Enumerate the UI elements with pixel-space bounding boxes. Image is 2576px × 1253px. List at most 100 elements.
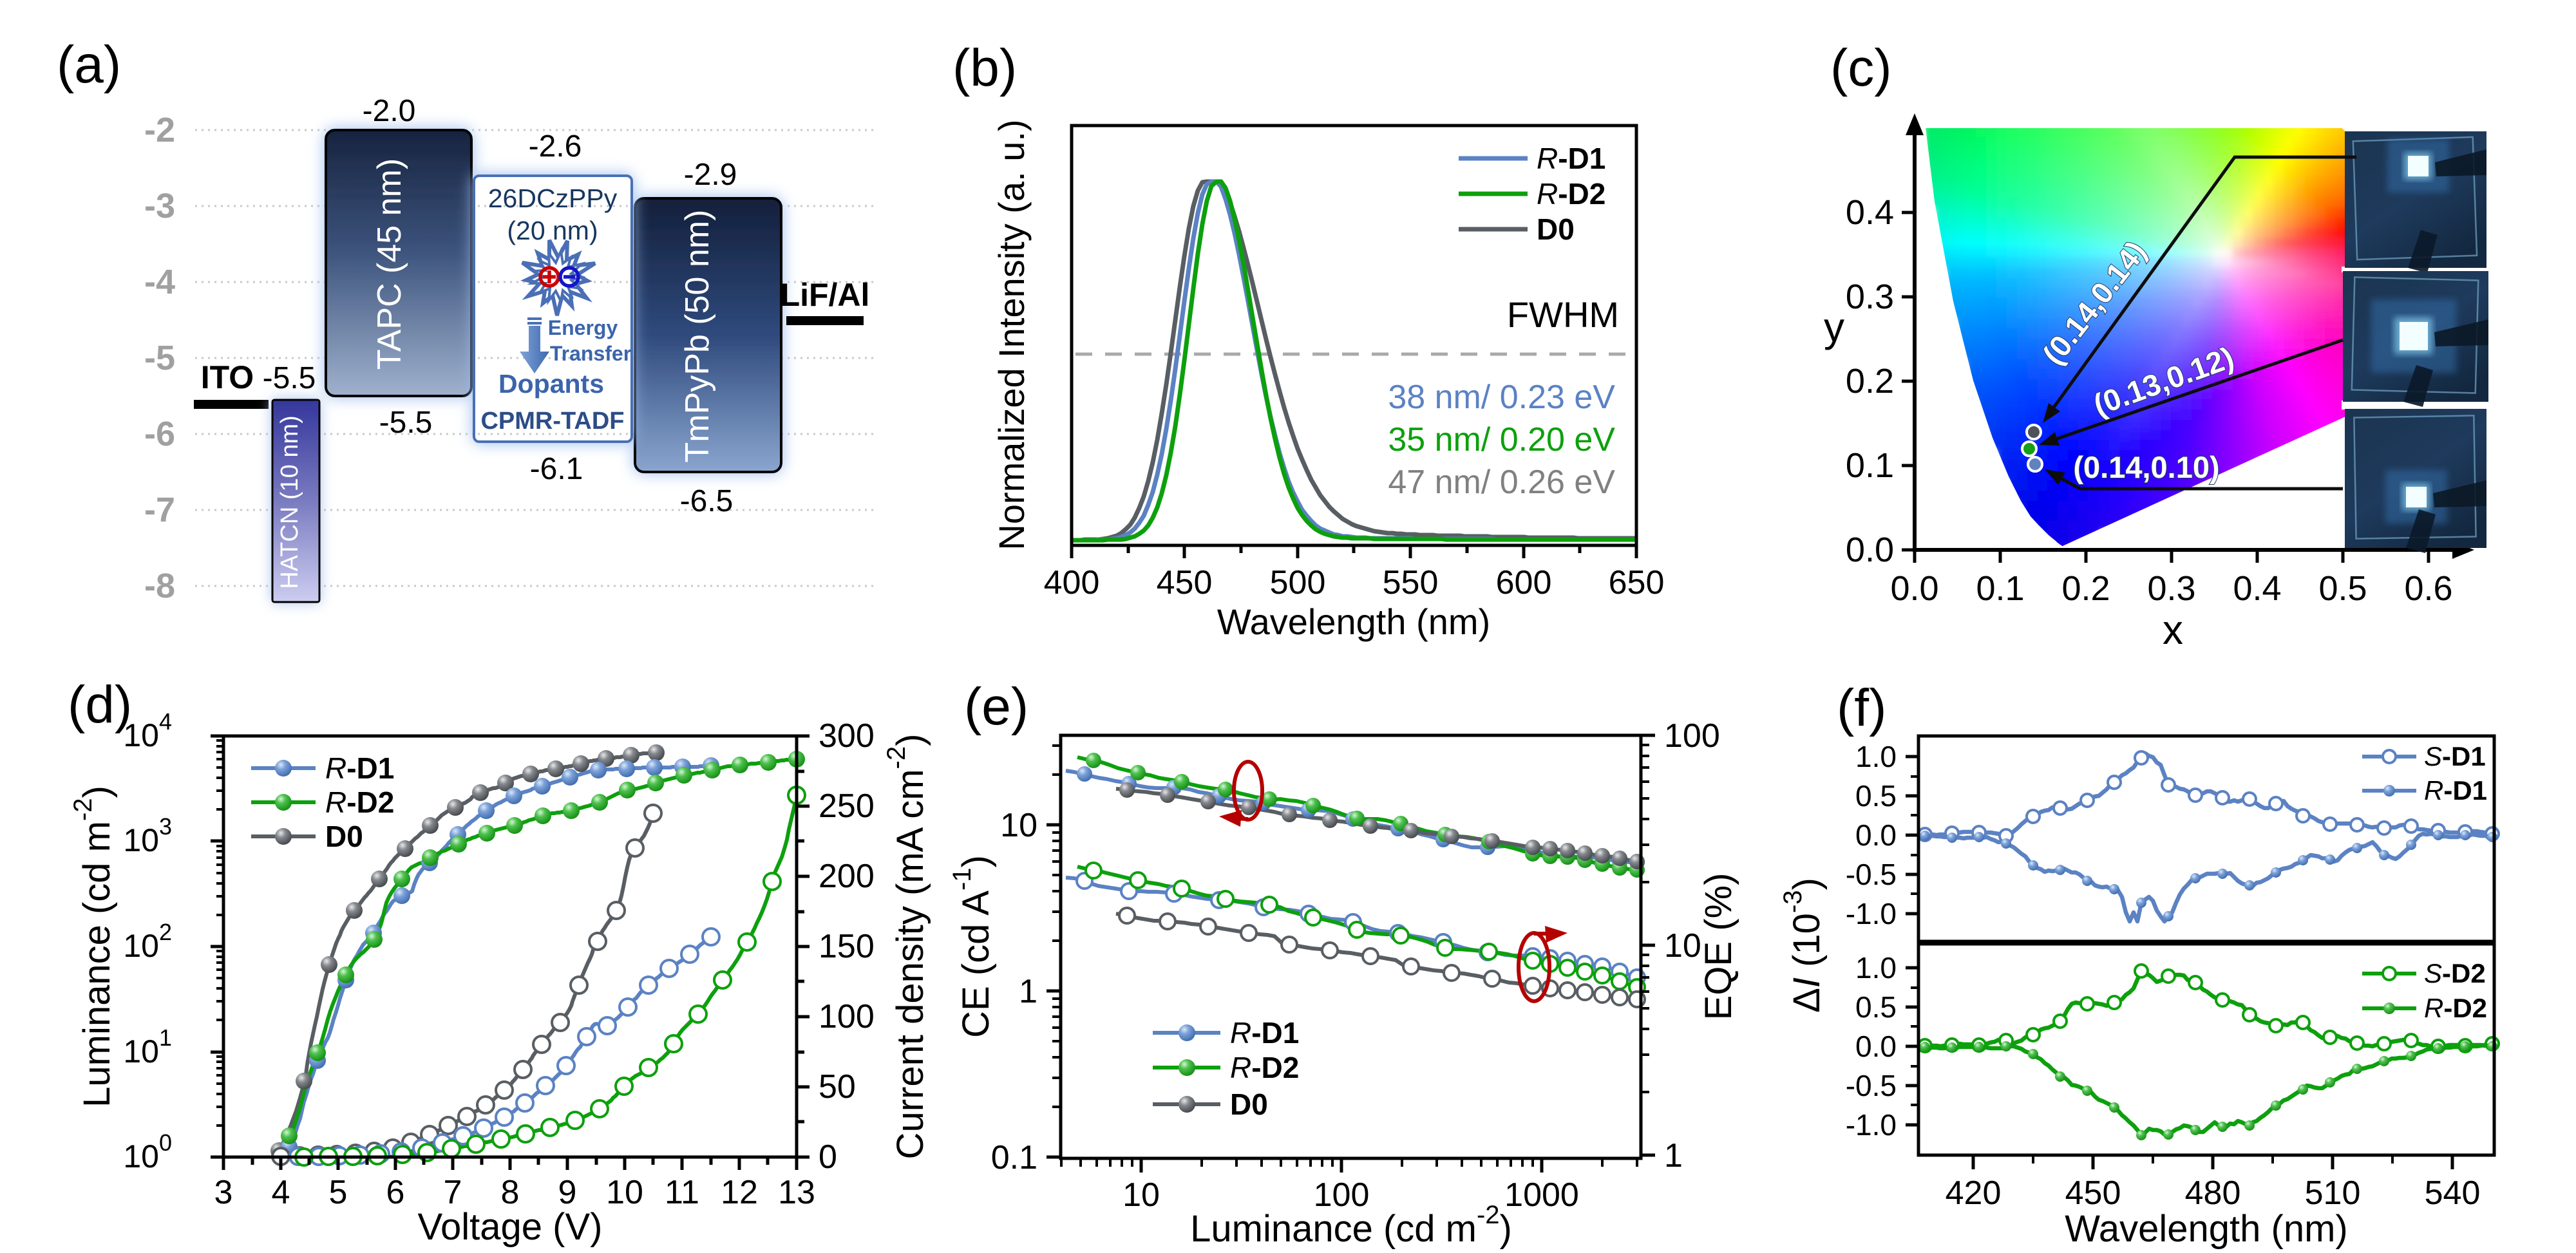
svg-text:300: 300 <box>819 717 875 755</box>
svg-text:0.0: 0.0 <box>1890 569 1938 608</box>
svg-text:250: 250 <box>819 787 875 825</box>
svg-text:-4: -4 <box>144 263 175 301</box>
svg-text:(e): (e) <box>964 677 1028 736</box>
svg-text:13: 13 <box>778 1174 815 1211</box>
svg-text:-0.5: -0.5 <box>1846 858 1897 891</box>
svg-text:-2: -2 <box>144 111 175 149</box>
svg-text:0.4: 0.4 <box>1846 193 1894 232</box>
svg-text:1.0: 1.0 <box>1855 740 1897 773</box>
svg-text:480: 480 <box>2185 1174 2241 1212</box>
svg-text:(b): (b) <box>952 39 1017 97</box>
svg-text:0.2: 0.2 <box>2061 569 2110 608</box>
svg-text:R-D1: R-D1 <box>1537 142 1605 175</box>
svg-text:650: 650 <box>1609 564 1665 601</box>
svg-text:540: 540 <box>2425 1174 2481 1212</box>
svg-text:(d): (d) <box>68 675 132 734</box>
svg-text:35 nm/ 0.20 eV: 35 nm/ 0.20 eV <box>1388 421 1615 458</box>
svg-text:38 nm/ 0.23 eV: 38 nm/ 0.23 eV <box>1388 379 1615 416</box>
svg-text:100: 100 <box>819 998 875 1035</box>
svg-text:400: 400 <box>1044 564 1100 601</box>
svg-text:-2.9: -2.9 <box>684 158 737 192</box>
svg-text:12: 12 <box>721 1174 758 1211</box>
svg-text:10: 10 <box>606 1174 643 1211</box>
svg-text:x: x <box>2163 607 2183 653</box>
svg-text:EQE (%): EQE (%) <box>1698 873 1739 1021</box>
svg-text:(c): (c) <box>1830 39 1892 97</box>
svg-text:Voltage (V): Voltage (V) <box>418 1206 603 1248</box>
svg-text:0.0: 0.0 <box>1855 1030 1897 1063</box>
svg-text:CPMR-TADF: CPMR-TADF <box>480 408 624 435</box>
svg-text:y: y <box>1824 304 1844 350</box>
svg-text:(a): (a) <box>57 35 121 94</box>
svg-text:-6: -6 <box>144 415 175 453</box>
svg-text:0.2: 0.2 <box>1846 362 1894 400</box>
svg-text:0.5: 0.5 <box>1855 779 1897 813</box>
svg-text:0.5: 0.5 <box>1855 990 1897 1024</box>
svg-text:26DCzPPy: 26DCzPPy <box>488 184 618 213</box>
svg-text:50: 50 <box>819 1068 856 1106</box>
svg-text:Energy: Energy <box>548 316 618 339</box>
svg-text:4: 4 <box>272 1174 290 1211</box>
svg-text:3: 3 <box>214 1174 233 1211</box>
svg-text:47 nm/ 0.26 eV: 47 nm/ 0.26 eV <box>1388 464 1615 501</box>
svg-text:-5: -5 <box>144 339 175 377</box>
svg-text:-5.5: -5.5 <box>379 406 433 440</box>
svg-text:200: 200 <box>819 858 875 895</box>
svg-text:R-D1: R-D1 <box>2424 775 2487 806</box>
svg-text:R-D2: R-D2 <box>1537 177 1605 211</box>
svg-text:Dopants: Dopants <box>498 369 604 399</box>
svg-text:Luminance (cd m-2): Luminance (cd m-2) <box>69 786 118 1107</box>
svg-text:100: 100 <box>1664 717 1720 755</box>
svg-text:Current density (mA cm-2): Current density (mA cm-2) <box>882 734 931 1160</box>
svg-text:S-D2: S-D2 <box>2424 958 2486 988</box>
svg-text:-2.0: -2.0 <box>363 94 416 128</box>
svg-text:D0: D0 <box>325 820 363 853</box>
svg-text:R-D2: R-D2 <box>325 786 394 819</box>
svg-text:420: 420 <box>1946 1174 2002 1212</box>
svg-text:0.3: 0.3 <box>2147 569 2195 608</box>
svg-text:ITO: ITO <box>201 359 254 395</box>
svg-text:150: 150 <box>819 928 875 965</box>
svg-text:600: 600 <box>1496 564 1552 601</box>
svg-text:8: 8 <box>501 1174 520 1211</box>
svg-text:0.4: 0.4 <box>2233 569 2281 608</box>
svg-text:-0.5: -0.5 <box>1846 1069 1897 1102</box>
svg-text:Wavelength (nm): Wavelength (nm) <box>1217 601 1490 642</box>
svg-text:R-D2: R-D2 <box>2424 993 2487 1023</box>
svg-text:0.0: 0.0 <box>1846 531 1894 569</box>
svg-text:0.1: 0.1 <box>1846 446 1894 485</box>
svg-text:0.6: 0.6 <box>2404 569 2452 608</box>
svg-text:5: 5 <box>329 1174 348 1211</box>
svg-text:TAPC (45 nm): TAPC (45 nm) <box>371 158 408 370</box>
svg-text:10: 10 <box>1000 807 1037 844</box>
svg-text:0: 0 <box>819 1138 837 1176</box>
svg-text:-6.5: -6.5 <box>680 484 734 518</box>
svg-text:7: 7 <box>444 1174 462 1211</box>
svg-text:0.1: 0.1 <box>1976 569 2024 608</box>
svg-text:R-D1: R-D1 <box>325 751 394 785</box>
svg-text:-5.5: -5.5 <box>263 361 316 395</box>
svg-text:1: 1 <box>1664 1137 1683 1174</box>
svg-text:D0: D0 <box>1537 212 1575 246</box>
svg-text:0.1: 0.1 <box>991 1139 1037 1176</box>
svg-text:R-D1: R-D1 <box>1230 1016 1299 1050</box>
svg-text:0.5: 0.5 <box>2318 569 2367 608</box>
svg-text:1: 1 <box>1019 973 1037 1010</box>
svg-text:9: 9 <box>558 1174 577 1211</box>
svg-text:6: 6 <box>386 1174 405 1211</box>
svg-text:(20 nm): (20 nm) <box>507 216 598 245</box>
svg-text:-1.0: -1.0 <box>1846 1108 1897 1142</box>
svg-text:100: 100 <box>1314 1176 1370 1214</box>
svg-text:450: 450 <box>1157 564 1213 601</box>
svg-text:10: 10 <box>1664 927 1701 965</box>
svg-text:S-D1: S-D1 <box>2424 741 2486 771</box>
svg-text:LiF/Al: LiF/Al <box>781 277 870 313</box>
svg-text:(f): (f) <box>1837 679 1886 737</box>
svg-text:500: 500 <box>1270 564 1326 601</box>
svg-text:-8: -8 <box>144 567 175 605</box>
svg-text:-3: -3 <box>144 187 175 225</box>
svg-text:Normalized Intensity (a. u.): Normalized Intensity (a. u.) <box>991 119 1032 550</box>
svg-text:D0: D0 <box>1230 1088 1268 1121</box>
svg-text:CE (cd A-1): CE (cd A-1) <box>948 855 997 1038</box>
svg-text:Transfer: Transfer <box>550 342 631 365</box>
